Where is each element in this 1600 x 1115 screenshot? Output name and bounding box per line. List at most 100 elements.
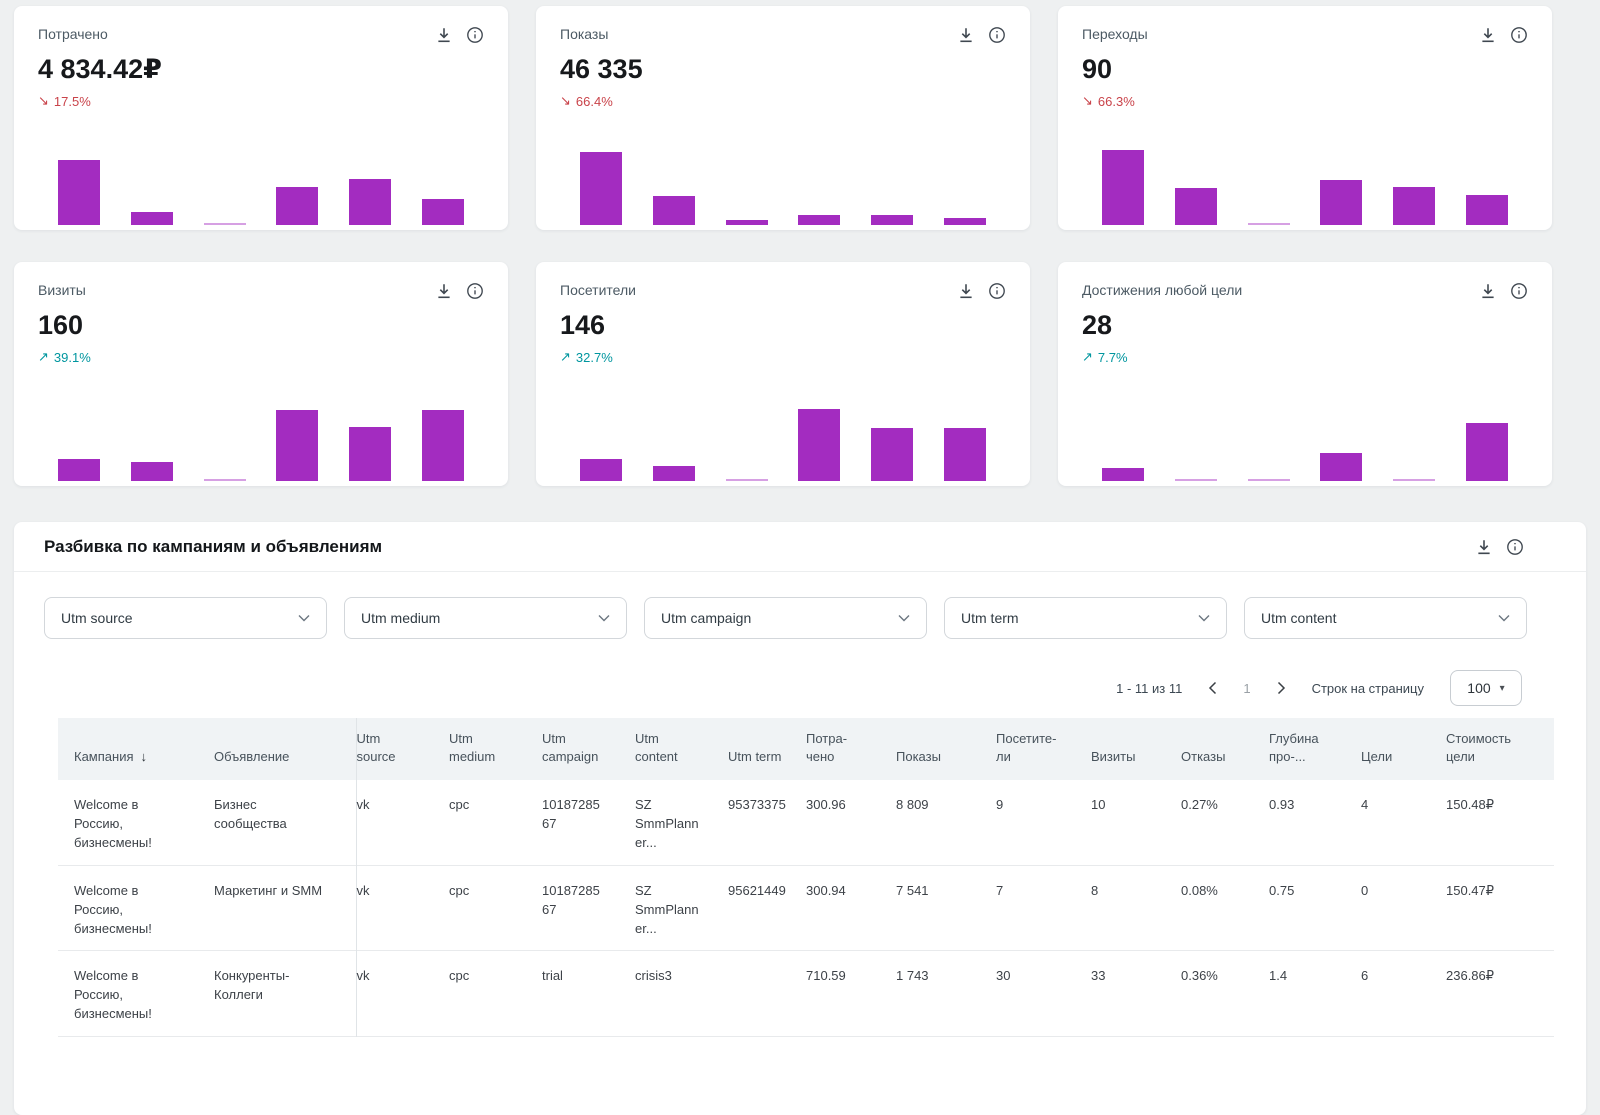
kpi-card-impressions: Показы 46 335 ↘ 66.4% [536, 6, 1030, 230]
pagination: 1 - 11 из 11 1 Строк на страницу 100 ▾ [14, 639, 1586, 718]
card-title: Посетители [560, 282, 636, 298]
panel-title: Разбивка по кампаниям и объявлениям [44, 536, 383, 556]
download-icon[interactable] [435, 282, 453, 300]
col-header-utm-content[interactable]: Utm content [635, 718, 728, 781]
table-row: Welcome в Россию, бизнесмены! Бизнес соо… [58, 780, 1554, 866]
kpi-value: 146 [560, 310, 606, 340]
current-page[interactable]: 1 [1243, 680, 1251, 696]
table-header-row: Кампания ↓ Объявление Utm source Utm medi… [58, 718, 1554, 781]
col-header-spent[interactable]: По­тра­чено [806, 718, 896, 781]
cell-ad: Конкуренты-Коллеги [214, 950, 357, 1037]
col-header-utm-term[interactable]: Utm term [728, 718, 806, 781]
download-icon[interactable] [435, 26, 453, 44]
mini-bar-chart [1102, 147, 1508, 225]
download-icon[interactable] [1475, 538, 1493, 556]
cell-goal-cost: 236.86₽ [1446, 950, 1554, 1037]
kpi-card-visitors: Посетители 146 ↗ 32.7% [536, 262, 1030, 486]
col-header-ad[interactable]: Объявление [214, 718, 357, 781]
info-icon[interactable] [466, 26, 484, 44]
filter-label: Utm term [961, 610, 1019, 626]
col-header-visits[interactable]: Визи­ты [1091, 718, 1181, 781]
page-size-value: 100 [1467, 680, 1491, 696]
kpi-value: 90 [1082, 54, 1113, 84]
kpi-trend: ↗ 32.7% [560, 349, 1006, 365]
cell-bounces: 0.36% [1181, 950, 1269, 1037]
col-header-utm-medium[interactable]: Utm medium [449, 718, 542, 781]
card-title: Достижения любой цели [1082, 282, 1243, 298]
mini-bar-chart [1102, 403, 1508, 481]
caret-down-icon: ▾ [1499, 682, 1505, 694]
page-size-select[interactable]: 100 ▾ [1450, 670, 1522, 706]
cell-utm-content: SZ SmmPlanner... [635, 865, 728, 951]
cell-utm-medium: cpc [449, 950, 542, 1037]
chevron-down-icon [298, 614, 310, 622]
info-icon[interactable] [988, 26, 1006, 44]
cell-utm-source: vk [356, 950, 449, 1037]
trend-value: 7.7% [1097, 349, 1128, 365]
cell-spent: 300.96 [806, 780, 896, 866]
col-header-utm-source[interactable]: Utm source [356, 718, 449, 781]
download-icon[interactable] [957, 282, 975, 300]
rows-per-page-label: Строк на страницу [1311, 680, 1424, 696]
col-header-goals[interactable]: Цели [1361, 718, 1446, 781]
filter-label: Utm content [1261, 610, 1337, 626]
col-header-utm-campaign[interactable]: Utm campaign [542, 718, 635, 781]
kpi-card-goal-achievements: Достижения любой цели 28 ↗ 7.7% [1058, 262, 1552, 486]
trend-value: 17.5% [53, 93, 91, 109]
trend-value: 32.7% [575, 349, 613, 365]
prev-page-icon[interactable] [1208, 681, 1217, 695]
trend-arrow-icon: ↘ [38, 93, 49, 108]
filter-utm-term[interactable]: Utm term [944, 597, 1227, 639]
cell-utm-content: SZ SmmPlanner... [635, 780, 728, 866]
col-header-visitors[interactable]: Посе­тите­ли [996, 718, 1091, 781]
col-header-bounces[interactable]: Отка­зы [1181, 718, 1269, 781]
cell-bounces: 0.27% [1181, 780, 1269, 866]
trend-arrow-icon: ↗ [560, 349, 571, 364]
download-icon[interactable] [1479, 26, 1497, 44]
mini-bar-chart [58, 403, 464, 481]
cell-goal-cost: 150.48₽ [1446, 780, 1554, 866]
trend-arrow-icon: ↘ [1082, 93, 1093, 108]
col-header-impressions[interactable]: Пока­зы [896, 718, 996, 781]
info-icon[interactable] [988, 282, 1006, 300]
trend-arrow-icon: ↗ [1082, 349, 1093, 364]
info-icon[interactable] [1510, 282, 1528, 300]
cell-utm-source: vk [356, 865, 449, 951]
trend-value: 39.1% [53, 349, 91, 365]
next-page-icon[interactable] [1277, 681, 1286, 695]
table-row: Welcome в Россию, бизнесмены! Маркетинг … [58, 865, 1554, 951]
download-icon[interactable] [1479, 282, 1497, 300]
cell-utm-content: crisis3 [635, 950, 728, 1037]
mini-bar-chart [580, 403, 986, 481]
cell-utm-term: 95621449 [728, 865, 806, 951]
chevron-down-icon [898, 614, 910, 622]
filter-utm-medium[interactable]: Utm medium [344, 597, 627, 639]
campaigns-table: Кампания ↓ Объявление Utm source Utm medi… [58, 718, 1554, 1037]
cell-utm-campaign: trial [542, 950, 635, 1037]
cell-visitors: 9 [996, 780, 1091, 866]
cell-bounces: 0.08% [1181, 865, 1269, 951]
cell-utm-medium: cpc [449, 780, 542, 866]
filter-label: Utm source [61, 610, 133, 626]
info-icon[interactable] [466, 282, 484, 300]
cell-spent: 300.94 [806, 865, 896, 951]
kpi-card-clicks: Переходы 90 ↘ 66.3% [1058, 6, 1552, 230]
info-icon[interactable] [1506, 538, 1524, 556]
cell-visits: 10 [1091, 780, 1181, 866]
filter-utm-source[interactable]: Utm source [44, 597, 327, 639]
cell-visitors: 7 [996, 865, 1091, 951]
filter-utm-campaign[interactable]: Utm campaign [644, 597, 927, 639]
col-header-campaign[interactable]: Кампания ↓ [58, 718, 214, 781]
filter-utm-content[interactable]: Utm content [1244, 597, 1527, 639]
card-title: Визиты [38, 282, 86, 298]
col-header-goal-cost[interactable]: Стои­мость цели [1446, 718, 1554, 781]
info-icon[interactable] [1510, 26, 1528, 44]
cell-visits: 33 [1091, 950, 1181, 1037]
download-icon[interactable] [957, 26, 975, 44]
col-header-depth[interactable]: Глу­бина про-... [1269, 718, 1361, 781]
chevron-down-icon [598, 614, 610, 622]
pagination-range: 1 - 11 из 11 [1116, 680, 1183, 696]
cell-ad: Маркетинг и SMM [214, 865, 357, 951]
cell-utm-source: vk [356, 780, 449, 866]
kpi-trend: ↗ 7.7% [1082, 349, 1528, 365]
